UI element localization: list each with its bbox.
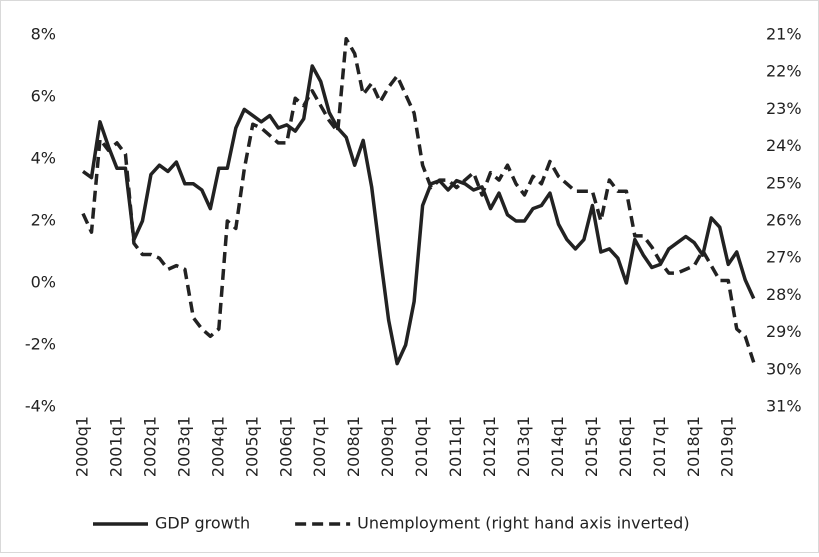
x-tick-label: 2007q1 xyxy=(310,416,329,477)
x-tick-label: 2010q1 xyxy=(412,416,431,477)
y2-tick-label: 27% xyxy=(766,248,802,267)
y2-tick-label: 25% xyxy=(766,173,802,192)
y-tick-label: 0% xyxy=(31,273,56,292)
x-tick-label: 2002q1 xyxy=(140,416,159,477)
x-tick-label: 2014q1 xyxy=(548,416,567,477)
y2-tick-label: 22% xyxy=(766,62,802,81)
y-tick-label: 6% xyxy=(31,87,56,106)
series-line xyxy=(81,36,756,363)
x-tick-label: 2005q1 xyxy=(242,416,261,477)
y2-tick-label: 28% xyxy=(766,285,802,304)
y2-tick-label: 21% xyxy=(766,25,802,44)
x-tick-label: 2000q1 xyxy=(73,416,92,477)
x-tick-label: 2018q1 xyxy=(684,416,703,477)
legend-label: GDP growth xyxy=(155,514,250,533)
y-tick-label: 4% xyxy=(31,149,56,168)
x-tick-label: 2011q1 xyxy=(446,416,465,477)
x-tick-label: 2009q1 xyxy=(378,416,397,477)
y2-tick-label: 23% xyxy=(766,99,802,118)
x-tick-label: 2012q1 xyxy=(480,416,499,477)
y-tick-label: -4% xyxy=(25,397,56,416)
x-tick-label: 2006q1 xyxy=(276,416,295,477)
x-tick-label: 2008q1 xyxy=(344,416,363,477)
y-tick-label: -2% xyxy=(25,335,56,354)
y-tick-label: 2% xyxy=(31,211,56,230)
x-tick-label: 2004q1 xyxy=(208,416,227,477)
y2-tick-label: 31% xyxy=(766,397,802,416)
legend-label: Unemployment (right hand axis inverted) xyxy=(357,514,689,533)
x-tick-label: 2003q1 xyxy=(174,416,193,477)
y2-tick-label: 30% xyxy=(766,359,802,378)
x-tick-label: 2001q1 xyxy=(106,416,125,477)
x-tick-label: 2019q1 xyxy=(718,416,737,477)
y2-tick-label: 26% xyxy=(766,211,802,230)
y2-tick-label: 29% xyxy=(766,322,802,341)
x-tick-label: 2015q1 xyxy=(582,416,601,477)
x-tick-label: 2016q1 xyxy=(616,416,635,477)
y2-tick-label: 24% xyxy=(766,136,802,155)
series-line xyxy=(81,64,756,366)
x-tick-label: 2013q1 xyxy=(514,416,533,477)
y-tick-label: 8% xyxy=(31,25,56,44)
x-tick-label: 2017q1 xyxy=(650,416,669,477)
